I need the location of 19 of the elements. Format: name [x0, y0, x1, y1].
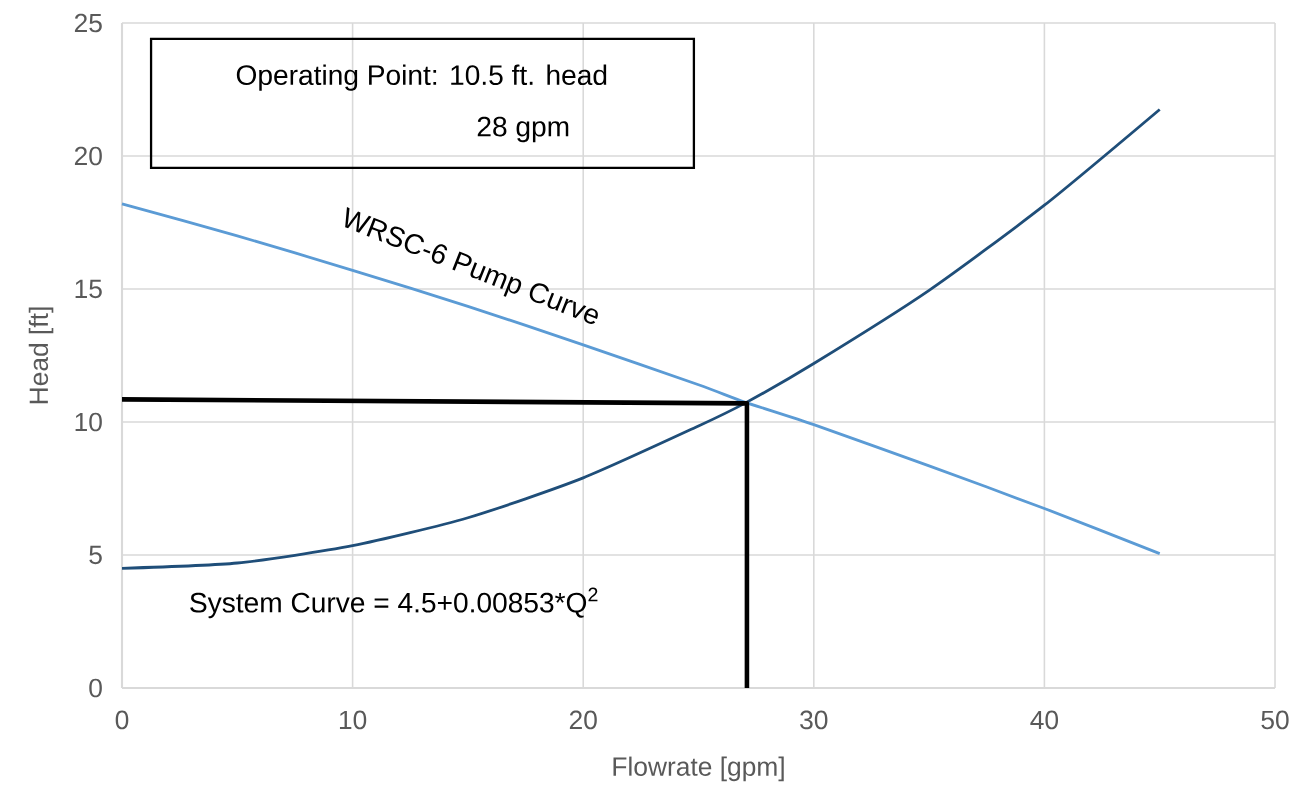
- annotation: 28 gpm: [477, 116, 569, 143]
- y-tick-label: 25: [74, 13, 102, 33]
- x-tick-label: 20: [569, 710, 597, 730]
- y-tick-label: 20: [74, 146, 102, 166]
- series-label: System Curve = 4.5+0.00853*Q$^{2}$: [190, 587, 598, 619]
- x-tick-label: 0: [115, 710, 129, 730]
- line-series: [120, 202, 1162, 556]
- line-series: [120, 108, 1162, 570]
- annotation: Operating Point: 10.5 ft. head: [236, 64, 607, 91]
- y-tick-label: 0: [89, 678, 102, 698]
- x-tick-label: 50: [1261, 710, 1289, 730]
- y-tick-label: 5: [89, 545, 102, 565]
- y-tick-label: 15: [75, 279, 102, 299]
- y-tick-label: 10: [75, 412, 102, 432]
- x-tick-label: 30: [800, 710, 828, 730]
- x-tick-label: 10: [339, 710, 367, 730]
- x-axis-title: Flowrate [gpm]: [613, 756, 784, 782]
- x-tick-label: 40: [1030, 710, 1059, 730]
- y-axis-title: Head [ft]: [28, 307, 54, 404]
